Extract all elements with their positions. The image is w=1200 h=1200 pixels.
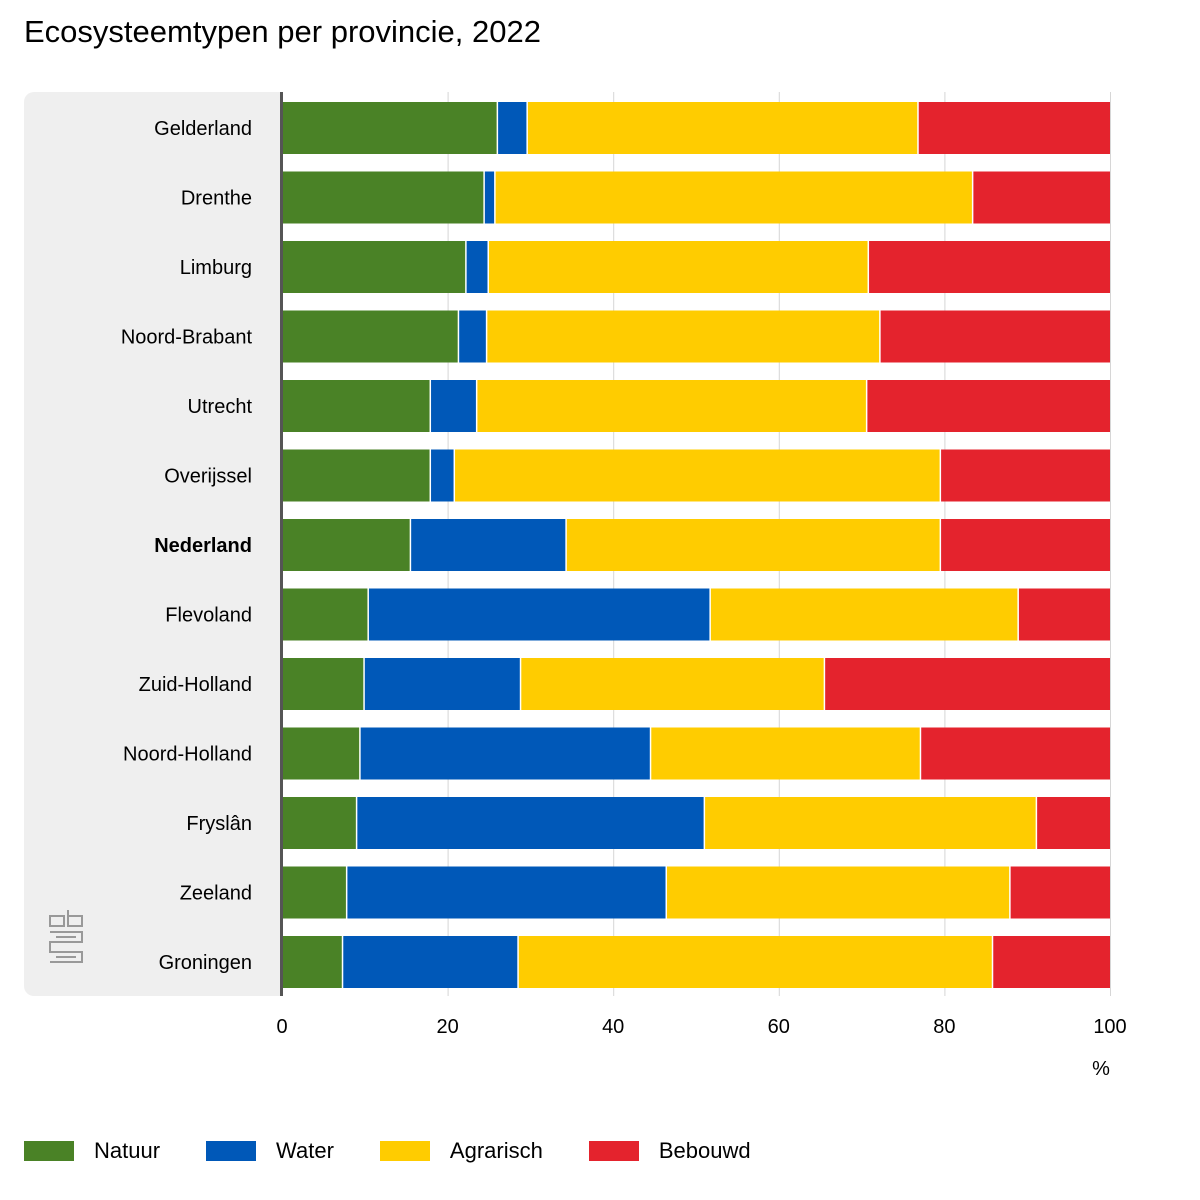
cbs-logo-icon xyxy=(49,910,83,963)
category-label: Utrecht xyxy=(188,396,253,418)
bar-bebouwd-limburg[interactable] xyxy=(869,241,1110,293)
bar-natuur-zeeland[interactable] xyxy=(282,866,346,919)
x-tick-label: 0 xyxy=(276,1016,287,1038)
bar-water-utrecht[interactable] xyxy=(431,380,476,432)
bar-water-zuid-holland[interactable] xyxy=(364,658,520,710)
legend-label: Water xyxy=(276,1138,334,1163)
bar-natuur-utrecht[interactable] xyxy=(282,380,430,432)
bar-natuur-fryslân[interactable] xyxy=(282,797,356,849)
bar-bebouwd-drenthe[interactable] xyxy=(973,171,1110,224)
category-label: Limburg xyxy=(180,257,252,279)
category-label: Groningen xyxy=(159,952,252,974)
category-label: Noord-Holland xyxy=(123,744,252,766)
bar-water-overijssel[interactable] xyxy=(431,449,454,502)
bar-bebouwd-overijssel[interactable] xyxy=(941,449,1110,502)
bar-natuur-limburg[interactable] xyxy=(282,241,466,293)
bar-water-fryslân[interactable] xyxy=(357,797,704,849)
category-label: Flevoland xyxy=(165,605,252,627)
bar-bebouwd-noord-brabant[interactable] xyxy=(880,310,1110,363)
bar-natuur-flevoland[interactable] xyxy=(282,588,368,641)
bar-bebouwd-flevoland[interactable] xyxy=(1018,588,1110,641)
x-tick-label: 60 xyxy=(768,1016,790,1038)
category-label: Gelderland xyxy=(154,118,252,140)
bar-agrarisch-fryslân[interactable] xyxy=(705,797,1036,849)
bar-natuur-drenthe[interactable] xyxy=(282,171,484,224)
category-label: Zeeland xyxy=(180,883,252,905)
legend-label: Bebouwd xyxy=(658,1138,751,1163)
bar-agrarisch-gelderland[interactable] xyxy=(527,102,918,154)
chart: Gelderland Drenthe Limburg Noord-Brabant Utr… xyxy=(24,92,1127,1080)
bar-agrarisch-utrecht[interactable] xyxy=(477,380,866,432)
legend-item-water[interactable]: Water xyxy=(206,1138,334,1164)
bar-natuur-gelderland[interactable] xyxy=(282,102,497,154)
bar-bebouwd-groningen[interactable] xyxy=(993,936,1110,988)
category-label: Fryslân xyxy=(186,813,252,835)
bar-agrarisch-drenthe[interactable] xyxy=(495,171,972,224)
legend-item-agrarisch[interactable]: Agrarisch xyxy=(379,1138,543,1164)
legend-swatch xyxy=(24,1141,74,1161)
bar-water-noord-holland[interactable] xyxy=(360,727,650,780)
category-panel xyxy=(24,92,294,996)
bar-water-zeeland[interactable] xyxy=(347,866,666,919)
bar-bebouwd-zeeland[interactable] xyxy=(1010,866,1110,919)
legend-label: Agrarisch xyxy=(449,1138,543,1163)
category-label: Nederland xyxy=(154,535,252,557)
legend: Natuur Water Agrarisch Bebouwd xyxy=(24,1138,797,1164)
bar-agrarisch-zuid-holland[interactable] xyxy=(521,658,824,710)
bar-bebouwd-gelderland[interactable] xyxy=(918,102,1110,154)
bar-bebouwd-nederland[interactable] xyxy=(941,519,1110,571)
bar-bebouwd-zuid-holland[interactable] xyxy=(825,658,1110,710)
chart-title: Ecosysteemtypen per provincie, 2022 xyxy=(24,14,541,49)
x-tick-label: 100 xyxy=(1093,1016,1126,1038)
x-tick-label: 80 xyxy=(933,1016,955,1038)
legend-label: Natuur xyxy=(94,1138,161,1163)
bar-water-flevoland[interactable] xyxy=(368,588,710,641)
x-tick-label: 40 xyxy=(602,1016,624,1038)
category-labels: Gelderland Drenthe Limburg Noord-Brabant Utr… xyxy=(121,118,253,974)
x-axis-label: % xyxy=(1092,1058,1110,1080)
bar-agrarisch-limburg[interactable] xyxy=(489,241,868,293)
bar-natuur-overijssel[interactable] xyxy=(282,449,430,502)
bar-natuur-groningen[interactable] xyxy=(282,936,342,988)
legend-item-bebouwd[interactable]: Bebouwd xyxy=(588,1138,751,1164)
legend-swatch xyxy=(379,1141,430,1161)
bar-natuur-zuid-holland[interactable] xyxy=(282,658,364,710)
legend-swatch xyxy=(588,1141,639,1161)
bar-natuur-noord-holland[interactable] xyxy=(282,727,360,780)
bar-agrarisch-noord-brabant[interactable] xyxy=(487,310,880,363)
bar-water-limburg[interactable] xyxy=(466,241,488,293)
bar-natuur-nederland[interactable] xyxy=(282,519,410,571)
bar-agrarisch-noord-holland[interactable] xyxy=(651,727,920,780)
x-tick-labels: 0 20 40 60 80 100 xyxy=(276,1016,1126,1038)
bar-water-gelderland[interactable] xyxy=(498,102,527,154)
bar-water-groningen[interactable] xyxy=(343,936,518,988)
bar-bebouwd-utrecht[interactable] xyxy=(867,380,1110,432)
bar-water-nederland[interactable] xyxy=(411,519,566,571)
bar-bebouwd-noord-holland[interactable] xyxy=(921,727,1110,780)
bar-agrarisch-groningen[interactable] xyxy=(518,936,992,988)
bar-water-drenthe[interactable] xyxy=(484,171,495,224)
legend-item-natuur[interactable]: Natuur xyxy=(24,1138,160,1164)
bar-agrarisch-zeeland[interactable] xyxy=(667,866,1010,919)
category-label: Overijssel xyxy=(164,466,252,488)
category-label: Drenthe xyxy=(181,188,252,210)
bars xyxy=(282,102,1110,988)
category-label: Zuid-Holland xyxy=(139,674,252,696)
category-label: Noord-Brabant xyxy=(121,327,253,349)
bar-natuur-noord-brabant[interactable] xyxy=(282,310,458,363)
bar-bebouwd-fryslân[interactable] xyxy=(1037,797,1110,849)
bar-agrarisch-nederland[interactable] xyxy=(566,519,940,571)
bar-agrarisch-flevoland[interactable] xyxy=(710,588,1018,641)
x-tick-label: 20 xyxy=(436,1016,458,1038)
bar-water-noord-brabant[interactable] xyxy=(459,310,486,363)
legend-swatch xyxy=(206,1141,257,1161)
bar-agrarisch-overijssel[interactable] xyxy=(455,449,940,502)
